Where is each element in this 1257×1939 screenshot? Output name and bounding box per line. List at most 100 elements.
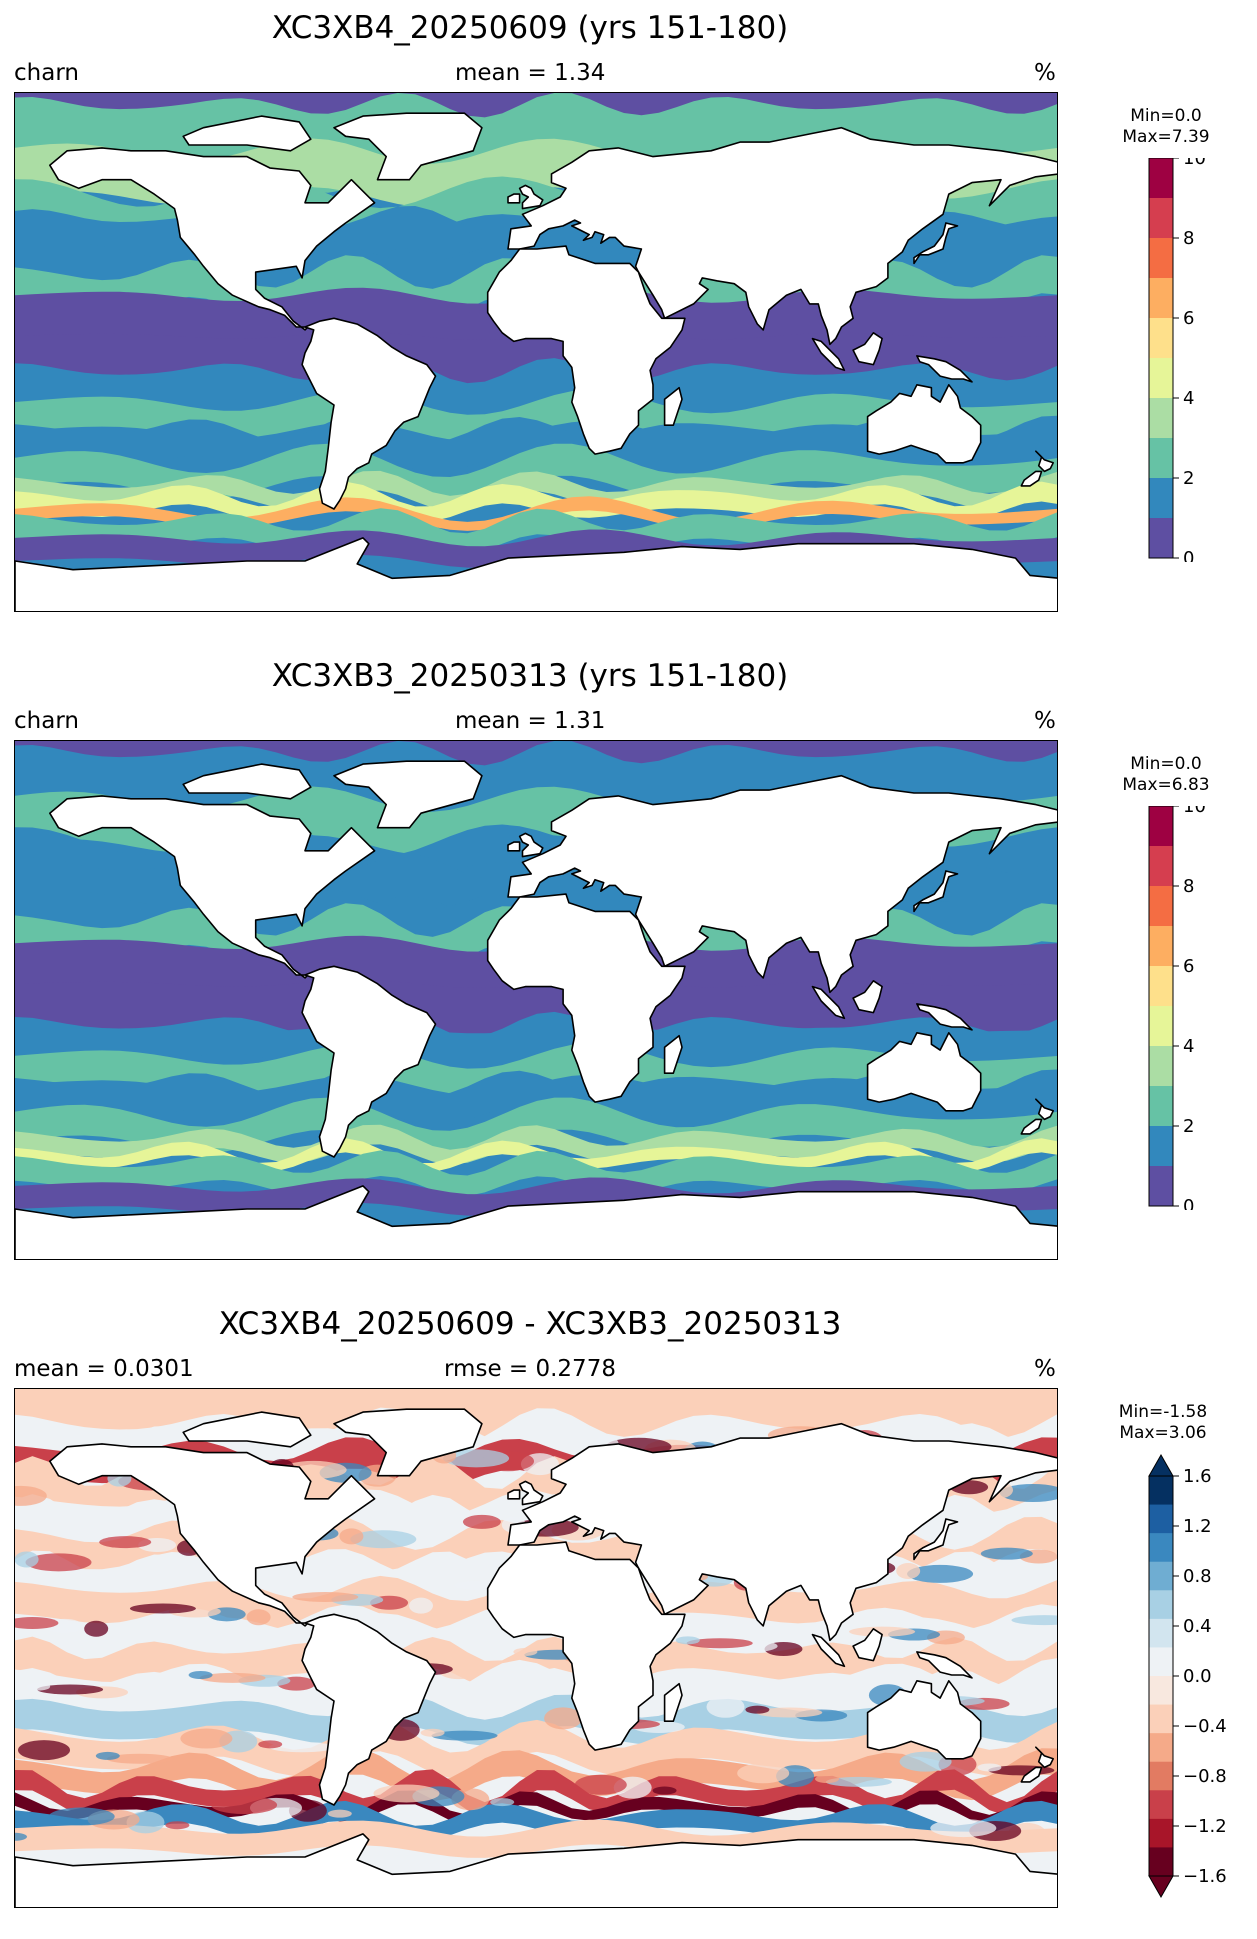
colorbar-swatch	[1149, 198, 1173, 239]
colorbar-tick-label: 2	[1183, 1116, 1194, 1137]
colorbar-tick-label: 1.6	[1183, 1466, 1212, 1487]
field-band	[15, 1124, 1057, 1165]
colorbar-swatch	[1149, 518, 1173, 559]
field-patch	[37, 1684, 104, 1695]
variable-label: charn	[14, 708, 79, 734]
colorbar-swatch	[1149, 478, 1173, 519]
land-africa	[486, 245, 686, 455]
max-label: Max=6.83	[1122, 775, 1210, 795]
land-new-zealand-s	[1020, 1118, 1043, 1135]
colorbar: 0 2 4 6 8 10	[1148, 148, 1257, 569]
land-new-guinea	[916, 1003, 973, 1031]
colorbar-swatch	[1149, 398, 1173, 439]
land-greenland	[333, 112, 483, 181]
min-label: Min=0.0	[1130, 754, 1202, 774]
colorbar-graphic: 1.6 1.2 0.8 0.4 0.0 −0.4 −0.8 −1.2 −1.6	[1148, 1453, 1227, 1899]
field-patch	[756, 1707, 823, 1718]
colorbar-swatch	[1149, 1733, 1173, 1763]
land-new-guinea	[916, 355, 973, 383]
land-madagascar	[663, 386, 683, 426]
field-patch	[431, 1730, 498, 1741]
units-label: %	[1034, 60, 1056, 86]
colorbar: 0 2 4 6 8 10	[1148, 796, 1257, 1217]
field-patch	[165, 1821, 190, 1830]
colorbar-swatch	[1149, 1761, 1173, 1791]
land-borneo	[852, 1628, 883, 1662]
panel-title: XC3XB3_20250313 (yrs 151-180)	[271, 658, 789, 694]
colorbar-tick-label: 10	[1183, 158, 1206, 169]
field-patch	[980, 1547, 1033, 1560]
field-patch	[15, 1832, 27, 1841]
colorbar-tick-label: 0.0	[1183, 1666, 1212, 1687]
panel-title: XC3XB4_20250609 (yrs 151-180)	[271, 10, 789, 46]
colorbar-tick-label: 8	[1183, 228, 1194, 249]
land-sumatra	[811, 337, 846, 372]
field-band	[15, 1719, 1057, 1778]
field-patch	[745, 1705, 770, 1714]
field-patch	[977, 1763, 1002, 1772]
field-patch	[825, 1776, 892, 1787]
field-patch	[675, 1636, 700, 1645]
colorbar-swatch	[1149, 1561, 1173, 1591]
field-patch	[544, 1707, 583, 1730]
field-patch	[999, 1484, 1057, 1502]
land-antarctica	[15, 1833, 1057, 1907]
mean-label: mean = 1.31	[455, 708, 606, 734]
colorbar-tick-label: −1.6	[1183, 1866, 1227, 1887]
land-south-america	[301, 965, 437, 1158]
map-canvas	[15, 741, 1057, 1259]
colorbar-swatch	[1149, 318, 1173, 359]
min-label: Min=0.0	[1130, 106, 1202, 126]
field-patch	[84, 1620, 109, 1637]
mean-label: mean = 0.0301	[14, 1356, 194, 1382]
field-patch	[896, 1563, 921, 1579]
field-patch	[462, 1514, 501, 1529]
field-patch	[686, 1638, 753, 1649]
land-australia	[866, 1680, 982, 1760]
field-patch	[180, 1728, 233, 1749]
land-africa	[486, 1541, 686, 1751]
field-patch	[15, 1551, 39, 1568]
panel-3: XC3XB4_20250609 - XC3XB3_20250313 mean =…	[0, 1296, 1257, 1936]
land-japan	[913, 870, 959, 913]
colorbar-graphic: 0 2 4 6 8 10	[1148, 148, 1206, 569]
colorbar-tick-label: 4	[1183, 1036, 1194, 1057]
land-borneo	[852, 332, 883, 366]
land-madagascar	[663, 1682, 683, 1722]
colorbar-swatch	[1149, 278, 1173, 319]
field-patch	[373, 1784, 440, 1803]
land-antarctica	[15, 537, 1057, 611]
field-patch	[574, 1774, 627, 1795]
colorbar-tick-label: 1.2	[1183, 1516, 1212, 1537]
units-label: %	[1034, 708, 1056, 734]
land-new-zealand-n	[1035, 450, 1054, 473]
land-greenland	[333, 760, 483, 829]
field-patch	[350, 1530, 417, 1549]
colorbar-swatch	[1149, 1704, 1173, 1734]
colorbar-graphic: 0 2 4 6 8 10	[1148, 796, 1206, 1217]
colorbar-tick-label: 6	[1183, 308, 1194, 329]
field-patch	[652, 1786, 677, 1795]
land-eurasia	[507, 126, 1057, 346]
land-borneo	[852, 980, 883, 1014]
colorbar-swatch	[1149, 1126, 1173, 1167]
colorbar-swatch	[1149, 1790, 1173, 1820]
land-eurasia	[507, 1422, 1057, 1642]
field-patch	[129, 1603, 196, 1614]
land-ireland	[507, 193, 521, 204]
colorbar-swatch	[1149, 1166, 1173, 1207]
panel-title: XC3XB4_20250609 - XC3XB3_20250313	[218, 1306, 842, 1342]
field-patch	[48, 1807, 115, 1826]
colorbar-tick-label: −0.8	[1183, 1766, 1227, 1787]
field-patch	[737, 1763, 790, 1784]
land-arctic-islands	[182, 115, 312, 152]
panel-1: XC3XB4_20250609 (yrs 151-180) charn mean…	[0, 0, 1257, 640]
colorbar-tick-label: −0.4	[1183, 1716, 1227, 1737]
land-antarctica	[15, 1185, 1057, 1259]
field-patch	[706, 1695, 745, 1718]
field-patch	[930, 1819, 997, 1838]
land-north-america	[49, 147, 376, 331]
land-north-america	[49, 795, 376, 979]
colorbar-extend-bottom	[1148, 1875, 1174, 1899]
land-britain	[518, 184, 544, 210]
